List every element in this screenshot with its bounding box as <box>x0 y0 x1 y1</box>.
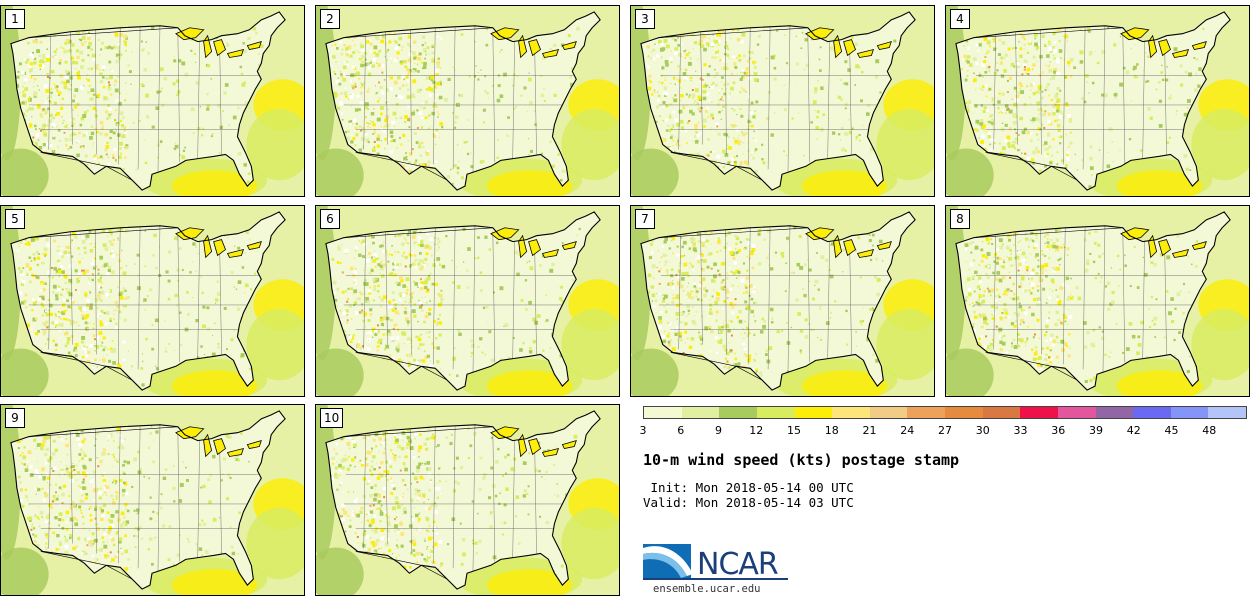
legend-tick-label: 18 <box>824 424 839 437</box>
member-label: 6 <box>320 209 340 229</box>
wind-speed-map <box>631 6 934 196</box>
wind-speed-map <box>316 206 619 396</box>
legend-tick-label: 3 <box>639 424 647 437</box>
legend-tick-label: 27 <box>938 424 952 437</box>
member-label: 8 <box>950 209 970 229</box>
member-label: 10 <box>320 408 344 428</box>
wind-speed-map <box>316 6 619 196</box>
ncar-logo-icon <box>643 544 788 580</box>
wind-speed-map <box>1 405 304 595</box>
legend-tick-label: 9 <box>715 424 722 437</box>
wind-speed-map <box>1 206 304 396</box>
color-legend-bar <box>643 406 1247 419</box>
legend-tick-label: 21 <box>862 424 877 437</box>
legend-segment-13 <box>1133 407 1171 418</box>
site-url: ensemble.ucar.edu <box>653 583 761 595</box>
member-label: 3 <box>635 9 655 29</box>
wind-speed-map <box>1 6 304 196</box>
legend-segment-10 <box>1020 407 1058 418</box>
valid-time: Valid: Mon 2018-05-14 03 UTC <box>643 495 854 510</box>
legend-segment-1 <box>681 407 720 418</box>
stamp-panel-6: 6 <box>315 205 620 397</box>
legend-tick-label: 12 <box>749 424 764 437</box>
stamp-panel-10: 10 <box>315 404 620 596</box>
legend-segment-0 <box>644 407 682 418</box>
color-legend-ticks: 3 6 9 12 15 18 21 24 27 30 33 36 39 42 45 48 <box>639 424 1247 438</box>
legend-tick-label: 39 <box>1089 424 1103 437</box>
legend-tick-label: 36 <box>1051 424 1066 437</box>
wind-speed-map <box>946 206 1249 396</box>
page-title: 10-m wind speed (kts) postage stamp <box>643 451 960 469</box>
stamp-panel-2: 2 <box>315 5 620 197</box>
stamp-panel-9: 9 <box>0 404 305 596</box>
legend-segment-11 <box>1057 407 1096 418</box>
member-label: 7 <box>635 209 655 229</box>
legend-tick-label: 33 <box>1013 424 1028 437</box>
legend-segment-5 <box>832 407 870 418</box>
init-time: Init: Mon 2018-05-14 00 UTC <box>643 480 854 495</box>
stamp-panel-7: 7 <box>630 205 935 397</box>
stamp-panel-1: 1 <box>0 5 305 197</box>
legend-segment-9 <box>982 407 1021 418</box>
wind-speed-map <box>631 206 934 396</box>
wind-speed-map <box>946 6 1249 196</box>
wind-speed-map <box>316 405 619 595</box>
stamp-panel-4: 4 <box>945 5 1250 197</box>
legend-tick-label: 42 <box>1126 424 1141 437</box>
member-label: 4 <box>950 9 970 29</box>
legend-segment-15 <box>1208 407 1246 418</box>
member-label: 9 <box>5 408 25 428</box>
legend-segment-4 <box>794 407 833 418</box>
legend-segment-14 <box>1170 407 1209 418</box>
legend-tick-label: 6 <box>677 424 685 437</box>
stamp-panel-5: 5 <box>0 205 305 397</box>
member-label: 5 <box>5 209 25 229</box>
legend-segment-12 <box>1095 407 1134 418</box>
legend-segment-2 <box>719 407 757 418</box>
legend-tick-label: 45 <box>1164 424 1179 437</box>
member-label: 2 <box>320 9 340 29</box>
legend-tick-label: 48 <box>1202 424 1217 437</box>
member-label: 1 <box>5 9 25 29</box>
legend-segment-3 <box>756 407 795 418</box>
stamp-panel-3: 3 <box>630 5 935 197</box>
legend-tick-label: 15 <box>787 424 801 437</box>
legend-segment-6 <box>869 407 908 418</box>
stamp-panel-8: 8 <box>945 205 1250 397</box>
legend-tick-label: 24 <box>900 424 915 437</box>
legend-segment-7 <box>907 407 945 418</box>
legend-segment-8 <box>945 407 983 418</box>
legend-tick-label: 30 <box>975 424 990 437</box>
logo-text: NCAR <box>697 547 779 582</box>
